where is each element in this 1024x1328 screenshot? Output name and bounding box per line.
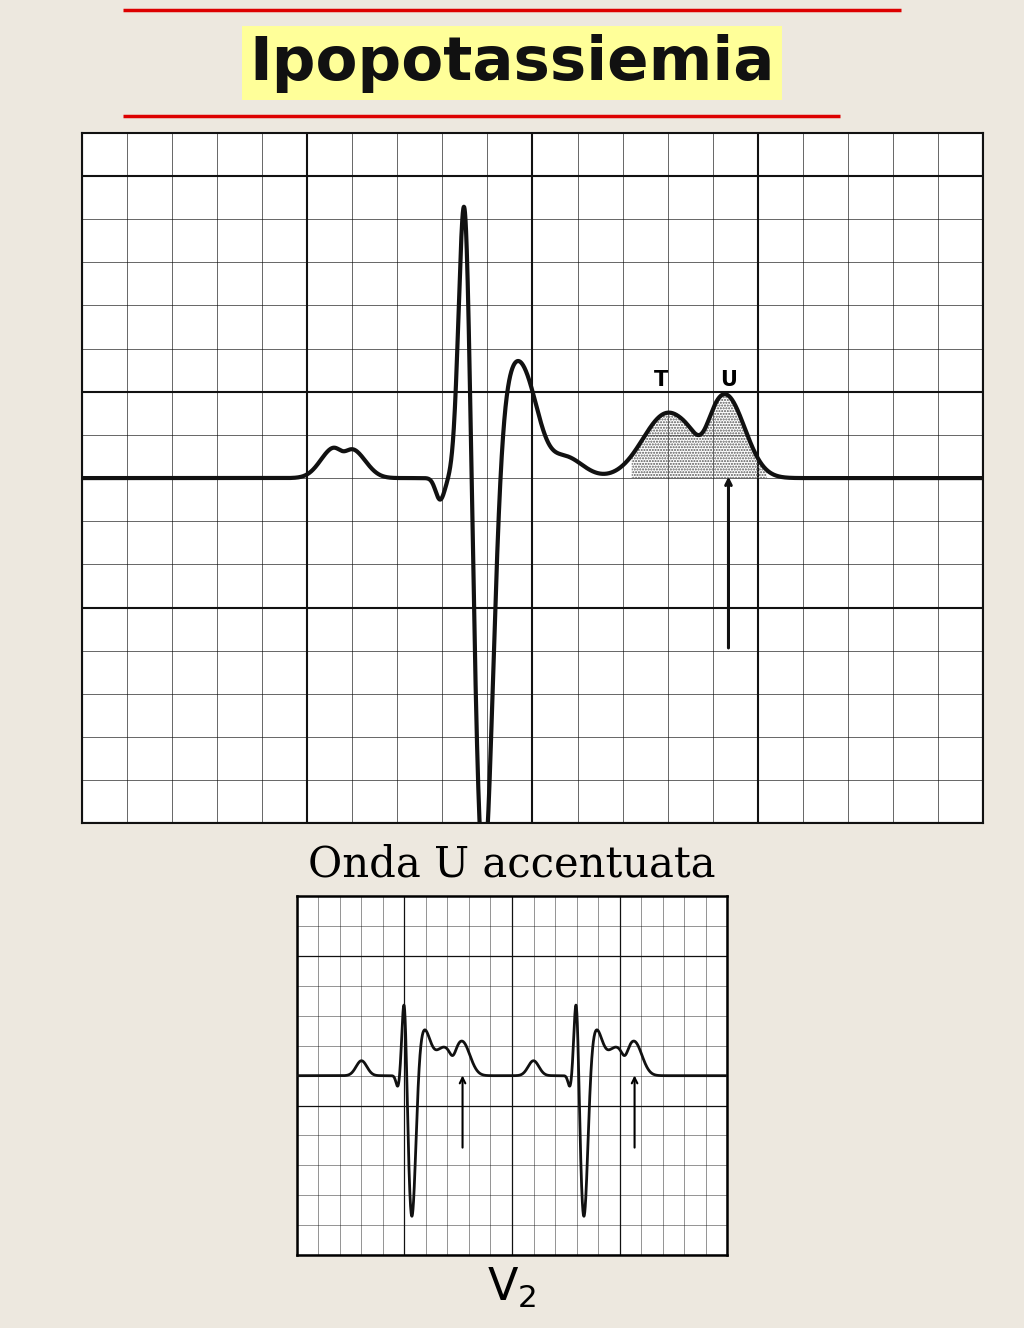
Text: Ipopotassiemia: Ipopotassiemia xyxy=(249,33,775,93)
Text: T: T xyxy=(653,369,668,389)
Text: U: U xyxy=(720,369,737,389)
Text: Onda U accentuata: Onda U accentuata xyxy=(308,843,716,886)
Text: $\mathrm{V_2}$: $\mathrm{V_2}$ xyxy=(487,1266,537,1311)
